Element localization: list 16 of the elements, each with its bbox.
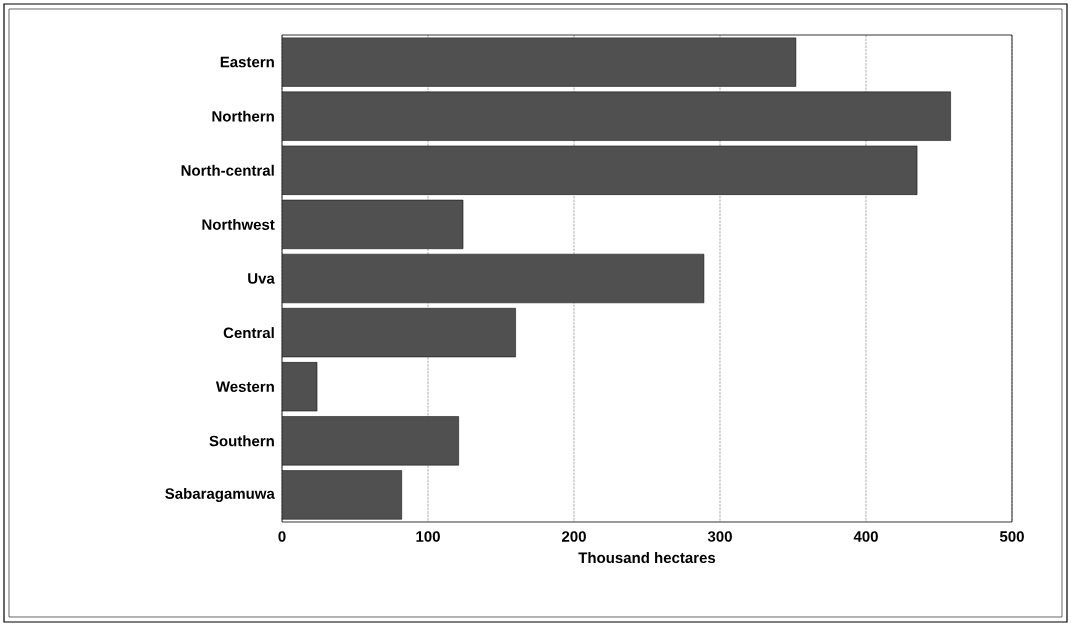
x-tick-label: 400 xyxy=(853,531,878,542)
x-tick-label: 300 xyxy=(707,531,732,542)
x-axis-title: Thousand hectares xyxy=(578,552,716,564)
y-tick-label: Sabaragamuwa xyxy=(165,487,275,502)
y-tick-label: Southern xyxy=(209,435,274,447)
y-tick-label: Uva xyxy=(248,273,275,284)
x-tick-label: 500 xyxy=(999,531,1024,542)
x-tick-label: 200 xyxy=(562,531,586,542)
y-tick-label: Northwest xyxy=(202,218,275,230)
x-tick-label: 0 xyxy=(278,531,286,542)
y-tick-label: Central xyxy=(223,327,274,339)
y-tick-label: North-central xyxy=(181,164,274,176)
y-tick-label: Northern xyxy=(212,110,274,122)
y-tick-label: Western xyxy=(215,381,274,392)
y-tick-label: Eastern xyxy=(220,56,274,68)
x-tick-label: 100 xyxy=(416,531,440,542)
